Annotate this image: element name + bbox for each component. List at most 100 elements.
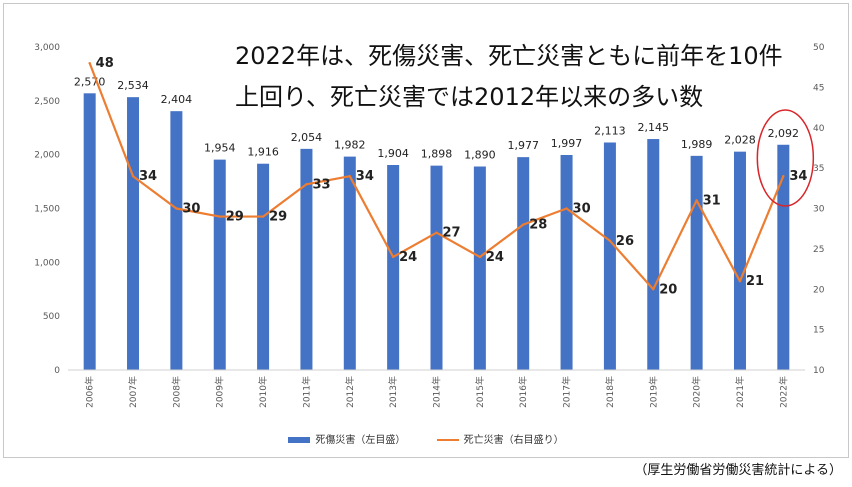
line-value-label: 27 — [443, 226, 461, 241]
bar-series-injuries — [83, 93, 790, 371]
bar — [213, 159, 226, 370]
bar-value-label: 1,982 — [334, 139, 366, 152]
legend-swatch-line — [436, 439, 459, 441]
line-point — [88, 61, 91, 65]
line-point — [522, 223, 525, 226]
left-tick-label: 0 — [54, 366, 60, 376]
x-tick-label: 2009年 — [214, 376, 226, 408]
legend-label-injuries: 死傷災害（左目盛） — [315, 435, 406, 446]
line-point — [218, 215, 221, 218]
x-tick-label: 2022年 — [777, 376, 789, 408]
bar-value-label: 2,054 — [291, 131, 323, 144]
bar-value-label: 1,898 — [421, 148, 453, 161]
chart-headline: 2022年は、死傷災害、死亡災害ともに前年を10件 上回り、死亡災害では2012… — [235, 36, 783, 118]
line-value-label: 48 — [96, 56, 114, 71]
line-value-label: 20 — [659, 282, 677, 297]
bar-value-label: 2,145 — [638, 121, 670, 134]
right-tick-label: 20 — [813, 285, 825, 295]
bar — [387, 165, 400, 370]
right-tick-label: 30 — [813, 205, 825, 215]
bar-data-labels: 2,570 2,534 2,404 1,954 1,916 2,054 1,982 1,904… — [74, 75, 799, 161]
bar-value-label: 1,916 — [247, 146, 279, 159]
combo-chart: 0 500 1,000 1,500 2,000 2,500 3,000 10 15 20 25 30… — [34, 43, 825, 408]
line-point — [348, 175, 351, 178]
left-y-axis: 0 500 1,000 1,500 2,000 2,500 3,000 — [34, 43, 60, 376]
line-point — [695, 199, 698, 202]
bar — [430, 165, 443, 370]
line-value-label: 34 — [356, 169, 374, 184]
line-value-label: 21 — [746, 274, 764, 289]
left-tick-label: 500 — [43, 312, 60, 322]
bar — [777, 144, 790, 370]
legend-swatch-bar — [288, 437, 311, 443]
line-point — [175, 207, 178, 210]
x-tick-label: 2007年 — [127, 376, 139, 408]
line-value-label: 26 — [616, 234, 634, 249]
legend-label-deaths: 死亡災害（右目盛り） — [463, 435, 564, 446]
bar — [517, 157, 530, 370]
bar — [83, 93, 96, 371]
x-tick-label: 2011年 — [300, 376, 312, 408]
chart-frame — [3, 3, 849, 458]
line-value-label: 29 — [269, 210, 287, 225]
bar — [690, 155, 703, 370]
left-tick-label: 1,500 — [34, 205, 60, 215]
line-point — [435, 231, 438, 234]
bar — [603, 142, 616, 370]
x-tick-label: 2019年 — [647, 376, 659, 408]
line-series-deaths — [88, 61, 785, 291]
bar-value-label: 1,954 — [204, 142, 236, 155]
left-tick-label: 1,000 — [34, 258, 60, 268]
line-value-label: 24 — [486, 250, 504, 265]
bar — [473, 166, 486, 370]
bar-value-label: 2,534 — [117, 79, 149, 92]
right-y-axis: 10 15 20 25 30 35 40 45 50 — [813, 43, 825, 376]
line-value-label: 29 — [226, 210, 244, 225]
bar-value-label: 2,092 — [768, 127, 800, 140]
line-point — [131, 175, 135, 178]
line-value-label: 28 — [529, 218, 547, 233]
x-tick-label: 2010年 — [257, 376, 269, 408]
line-value-label: 24 — [399, 250, 417, 265]
highlight-circle-2022 — [756, 109, 815, 207]
x-tick-label: 2016年 — [517, 376, 529, 408]
x-tick-label: 2006年 — [84, 376, 96, 408]
bar-value-label: 1,890 — [464, 149, 496, 162]
line-point — [652, 288, 655, 291]
line-value-label: 34 — [139, 169, 157, 184]
x-tick-label: 2015年 — [474, 376, 486, 408]
line-point — [305, 183, 308, 186]
bar — [300, 148, 313, 370]
line-point — [738, 279, 742, 283]
x-tick-label: 2017年 — [561, 376, 573, 408]
bar — [343, 156, 356, 370]
right-tick-label: 40 — [813, 124, 825, 134]
x-tick-label: 2018年 — [604, 376, 616, 408]
bar — [127, 97, 140, 370]
headline-line-1: 2022年は、死傷災害、死亡災害ともに前年を10件 — [235, 42, 783, 70]
bar — [257, 163, 270, 370]
legend-item-injuries: 死傷災害（左目盛） — [288, 431, 405, 446]
right-tick-label: 15 — [813, 326, 824, 336]
right-tick-label: 35 — [813, 164, 824, 174]
bar-value-label: 2,570 — [74, 75, 106, 88]
right-tick-label: 45 — [813, 83, 824, 93]
legend-item-deaths: 死亡災害（右目盛り） — [436, 431, 564, 446]
line-value-label: 30 — [182, 202, 200, 217]
left-tick-label: 2,500 — [34, 97, 60, 107]
line-data-labels: 48 34 30 29 29 33 34 24 27 24 28 30 26 20 31 21 34 — [96, 56, 808, 297]
highlight-ellipse — [756, 109, 815, 207]
line-point — [565, 207, 568, 210]
bar — [647, 139, 660, 370]
bar-value-label: 1,977 — [507, 139, 539, 152]
bar — [170, 111, 183, 370]
line-point — [478, 255, 482, 259]
line-value-label: 33 — [312, 177, 330, 192]
right-tick-label: 50 — [813, 43, 825, 53]
bar-value-label: 2,404 — [161, 93, 193, 106]
line-point — [261, 215, 265, 218]
x-tick-label: 2012年 — [344, 376, 356, 408]
bar — [733, 151, 746, 370]
line-point — [391, 255, 395, 259]
x-axis: 2006年 2007年 2008年 2009年 2010年 2011年 2012年 2013年… — [68, 369, 805, 408]
